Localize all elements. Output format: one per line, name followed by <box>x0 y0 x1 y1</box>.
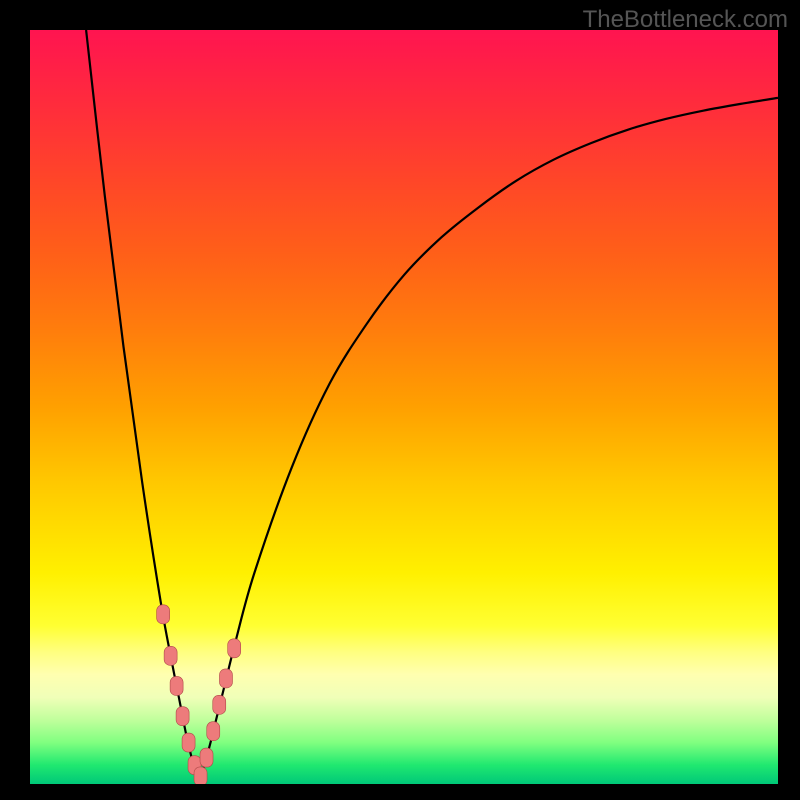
data-marker <box>170 676 183 695</box>
plot-background <box>30 30 778 784</box>
data-marker <box>157 605 170 624</box>
watermark-text: TheBottleneck.com <box>583 6 788 34</box>
data-marker <box>207 722 220 741</box>
data-marker <box>176 707 189 726</box>
data-marker <box>164 646 177 665</box>
bottleneck-chart <box>0 0 800 800</box>
data-marker <box>219 669 232 688</box>
data-marker <box>213 695 226 714</box>
data-marker <box>200 748 213 767</box>
data-marker <box>194 767 207 786</box>
chart-container: TheBottleneck.com <box>0 0 800 800</box>
data-marker <box>182 733 195 752</box>
data-marker <box>228 639 241 658</box>
